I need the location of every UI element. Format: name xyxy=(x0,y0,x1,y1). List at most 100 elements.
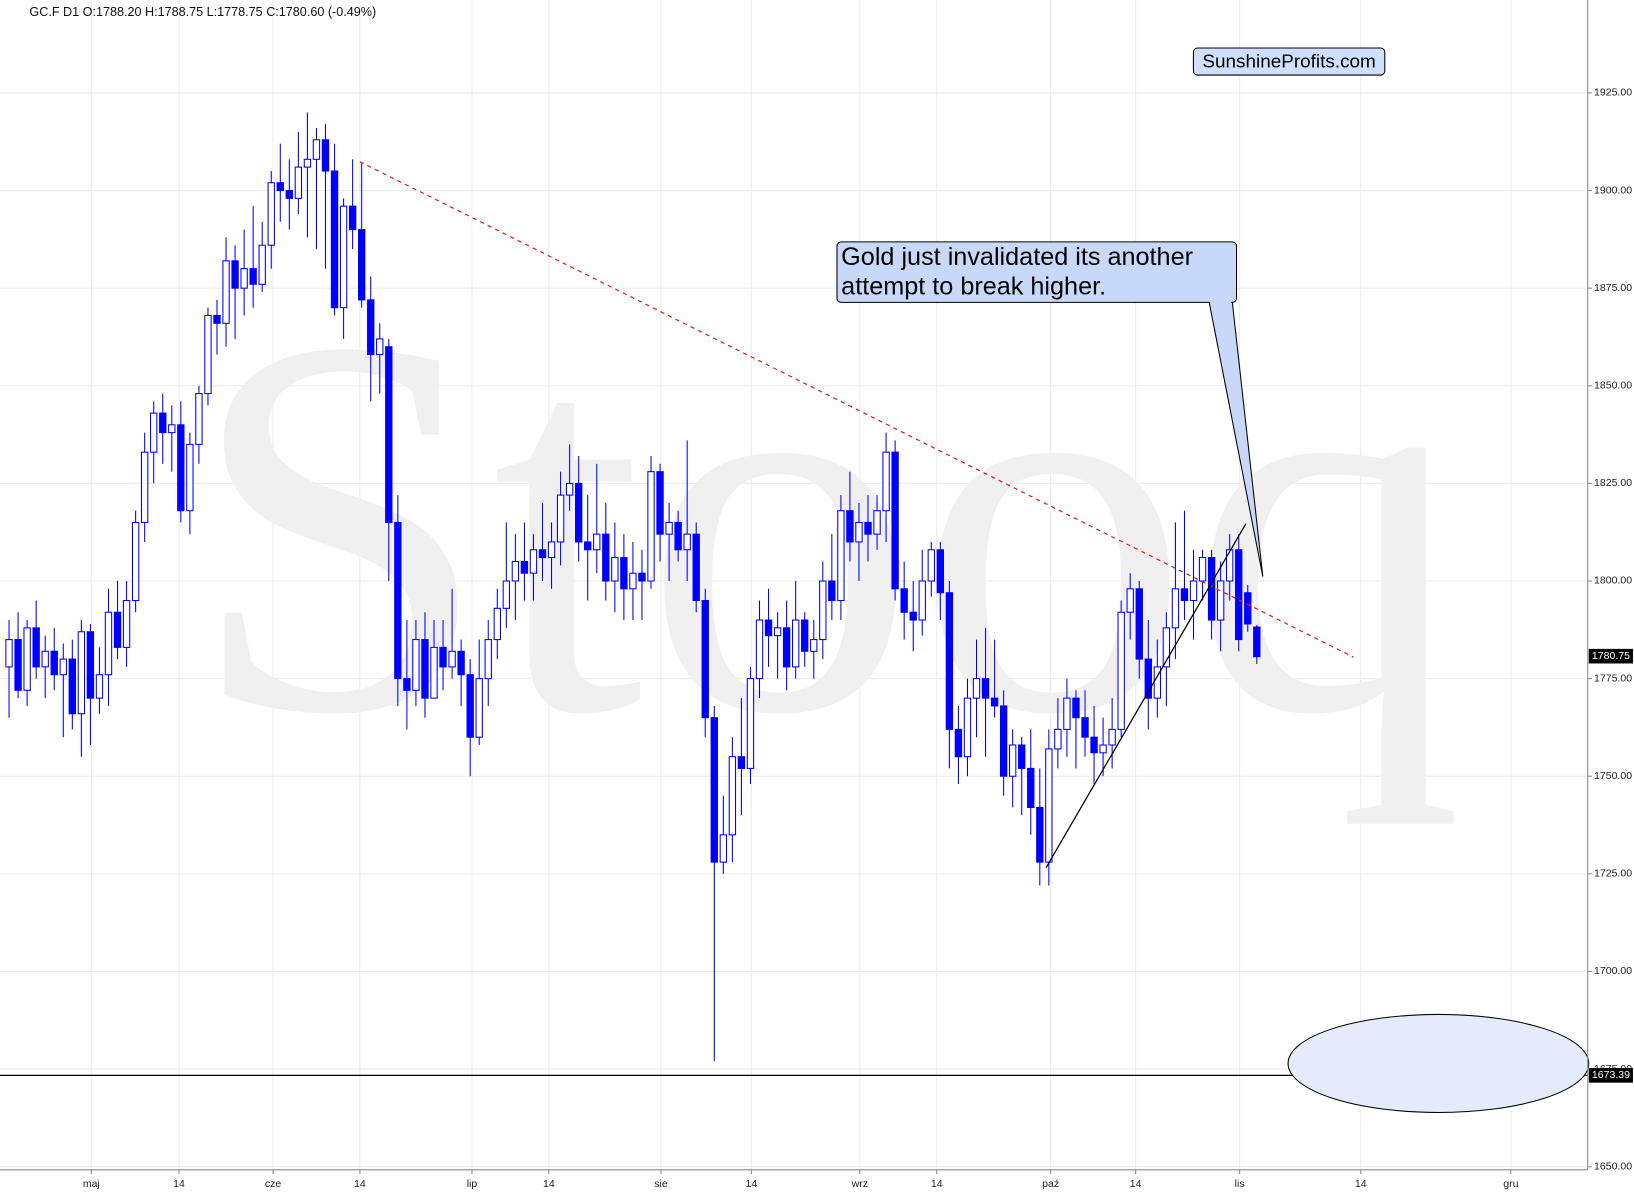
candle-body xyxy=(104,611,113,676)
candle-body xyxy=(439,646,447,668)
candle-body xyxy=(258,244,266,285)
candle-body xyxy=(1027,767,1035,808)
y-tick-label: 1800.00 xyxy=(1594,576,1632,587)
x-tick-label: 14 xyxy=(931,1179,943,1190)
brand-box xyxy=(1192,47,1386,76)
candle-body xyxy=(900,588,908,613)
callout-line: Gold just invalidated its another xyxy=(841,243,1193,271)
candle-body xyxy=(529,549,538,574)
candle-body xyxy=(927,549,935,582)
candle-body xyxy=(565,482,574,496)
candle-body xyxy=(403,678,411,691)
candle-body xyxy=(1126,588,1134,613)
candle-body xyxy=(728,756,737,836)
candle-body xyxy=(59,658,67,676)
candle-body xyxy=(791,619,800,668)
candle-body xyxy=(520,560,529,574)
candle-body xyxy=(321,139,330,172)
candle-body xyxy=(584,541,592,551)
y-tick-label: 1750.00 xyxy=(1594,771,1632,782)
x-tick-label: 14 xyxy=(354,1179,366,1190)
candle-body xyxy=(1162,627,1171,668)
candle-body xyxy=(737,756,746,769)
candle-body xyxy=(312,139,321,160)
candle-body xyxy=(1108,728,1116,746)
x-tick-label: 14 xyxy=(543,1179,555,1190)
candle-body xyxy=(430,646,438,699)
candle-body xyxy=(348,205,357,231)
header: GC.F D1 O:1788.20 H:1788.75 L:1778.75 C:… xyxy=(29,5,376,19)
candle-body xyxy=(819,580,827,641)
x-tick-label: maj xyxy=(83,1179,100,1190)
candle-body xyxy=(556,494,565,543)
candle-body xyxy=(186,443,194,512)
candle-body xyxy=(611,557,619,582)
level-label: 1673.39 xyxy=(1592,1070,1630,1081)
y-tick-label: 1650.00 xyxy=(1594,1161,1632,1172)
candle-body xyxy=(32,627,40,668)
candle-body xyxy=(665,521,673,535)
candle-body xyxy=(23,627,31,691)
candle-body xyxy=(50,650,58,676)
candle-body xyxy=(249,268,257,285)
candle-body xyxy=(972,678,981,699)
target-ellipse xyxy=(1287,1013,1590,1113)
candle-body xyxy=(394,521,402,680)
y-tick-label: 1825.00 xyxy=(1594,478,1632,489)
candle-body xyxy=(448,650,456,668)
candle-body xyxy=(773,627,782,637)
y-tick-label: 1925.00 xyxy=(1594,88,1632,99)
y-tick-label: 1900.00 xyxy=(1594,185,1632,196)
x-tick-label: cze xyxy=(265,1179,282,1190)
candle-body xyxy=(68,658,77,715)
candle-body xyxy=(267,182,275,246)
candle-body xyxy=(385,346,393,523)
candle-body xyxy=(1207,557,1216,621)
x-tick-label: gru xyxy=(1503,1179,1518,1190)
candle-body xyxy=(1144,658,1152,699)
candle-body xyxy=(303,158,312,168)
candle-body xyxy=(692,533,700,602)
candle-body xyxy=(222,260,230,324)
candle-body xyxy=(990,697,999,707)
brand: SunshineProfits.com xyxy=(1202,51,1375,72)
candle-body xyxy=(755,619,764,680)
candle-body xyxy=(475,678,483,738)
candle-body xyxy=(1244,592,1252,625)
candle-body xyxy=(511,560,520,582)
level-tag xyxy=(1588,1068,1633,1083)
candle-body xyxy=(1081,717,1089,738)
candle-body xyxy=(330,170,339,309)
candle-body xyxy=(864,521,872,535)
candle-body xyxy=(638,572,646,582)
candle-body xyxy=(828,580,836,602)
candle-body xyxy=(1198,557,1207,582)
candle-body xyxy=(547,541,556,559)
candle-body xyxy=(593,533,601,551)
candle-body xyxy=(963,697,972,758)
candle-body xyxy=(168,424,176,434)
candle-body xyxy=(674,521,682,551)
candle-body xyxy=(195,393,203,445)
candle-body xyxy=(412,639,420,691)
candle-body xyxy=(647,471,655,582)
watermark: Stooq xyxy=(187,225,1463,827)
candle-body xyxy=(1090,736,1098,754)
candle-body xyxy=(1063,697,1071,730)
candle-body xyxy=(683,533,691,551)
candle-body xyxy=(131,521,140,602)
candle-body xyxy=(810,639,818,652)
candle-body xyxy=(357,229,366,301)
candle-body xyxy=(882,451,890,512)
x-tick-label: wrz xyxy=(851,1179,868,1190)
y-tick-label: 1875.00 xyxy=(1594,283,1632,294)
candle-body xyxy=(701,600,709,719)
candle-body xyxy=(14,639,22,691)
candle-body xyxy=(285,190,294,199)
y-tick-label: 1700.00 xyxy=(1594,966,1632,977)
candle-body xyxy=(1036,806,1044,863)
candle-body xyxy=(484,639,492,680)
candle-body xyxy=(95,674,104,699)
